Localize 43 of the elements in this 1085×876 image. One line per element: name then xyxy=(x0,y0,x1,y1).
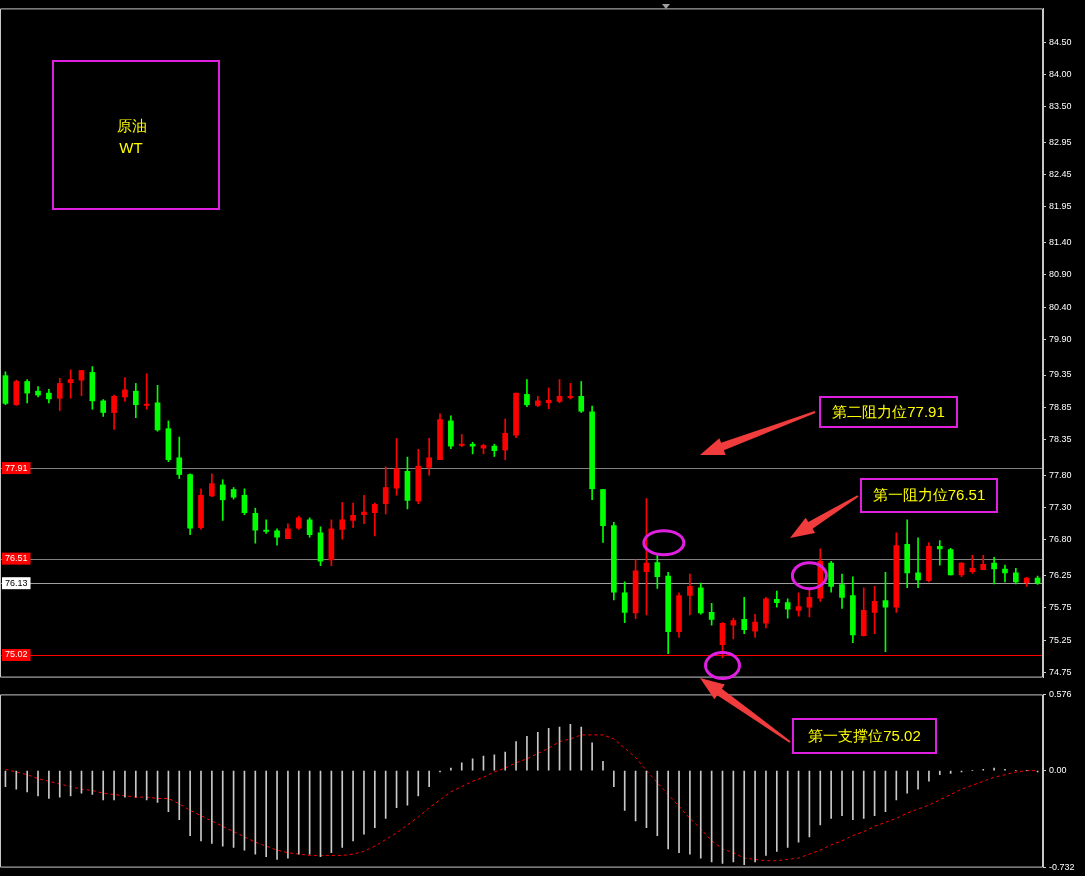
candlestick xyxy=(991,557,997,585)
y-tick-label: 75.25 xyxy=(1049,634,1072,645)
y-tick-label: 82.45 xyxy=(1049,169,1072,180)
candlestick xyxy=(687,573,693,616)
y-tick-label: 83.50 xyxy=(1049,101,1072,112)
y-tick-label: 0.576 xyxy=(1049,688,1072,699)
candlestick xyxy=(263,519,270,534)
ref-line-label: 77.91 xyxy=(5,462,28,473)
y-tick-label: 81.95 xyxy=(1049,201,1072,212)
y-tick-label: 77.30 xyxy=(1049,502,1072,513)
ref-line-label: 75.02 xyxy=(5,649,28,660)
y-tick-label: 80.40 xyxy=(1049,301,1072,312)
annotation: 第一支撑位75.02 xyxy=(792,718,937,754)
y-tick-label: 76.25 xyxy=(1049,569,1072,580)
y-tick-label: 77.80 xyxy=(1049,469,1072,480)
candlestick xyxy=(1002,564,1008,583)
candlestick xyxy=(350,502,356,528)
y-tick-label: 81.40 xyxy=(1049,236,1072,247)
y-tick-label: 79.35 xyxy=(1049,369,1072,380)
candlestick xyxy=(458,434,465,448)
y-tick-label: 75.75 xyxy=(1049,602,1072,613)
ref-line-label: 76.51 xyxy=(5,553,28,564)
ref-line-label: 76.13 xyxy=(5,577,28,588)
text: WT xyxy=(118,139,144,156)
y-tick-label: 0.00 xyxy=(1049,765,1067,776)
candlestick xyxy=(361,494,367,525)
y-tick-label: 79.90 xyxy=(1049,333,1072,344)
annotation: 第一阻力位76.51 xyxy=(860,478,998,513)
y-tick-label: 84.50 xyxy=(1049,36,1072,47)
y-tick-label: 74.75 xyxy=(1049,666,1072,677)
y-tick-label: -0.732 xyxy=(1049,862,1075,873)
y-tick-label: 80.90 xyxy=(1049,269,1072,280)
y-tick-label: 82.95 xyxy=(1049,136,1072,147)
candlestick xyxy=(339,502,346,540)
annotation: 第二阻力位77.91 xyxy=(819,396,958,428)
y-tick-label: 78.85 xyxy=(1049,401,1072,412)
candlestick xyxy=(936,540,943,566)
text: 原油 xyxy=(116,117,148,136)
y-tick-label: 76.80 xyxy=(1049,534,1072,545)
candlestick xyxy=(143,373,150,410)
y-tick-label: 84.00 xyxy=(1049,68,1072,79)
y-tick-label: 78.35 xyxy=(1049,434,1072,445)
candlestick xyxy=(915,537,921,589)
